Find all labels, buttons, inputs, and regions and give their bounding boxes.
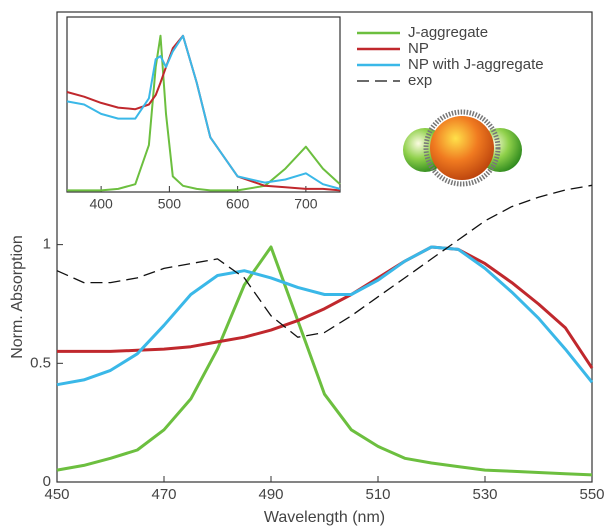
- x-tick-label: 530: [472, 486, 497, 503]
- x-tick-label: 490: [258, 486, 283, 503]
- legend-label: exp: [408, 72, 432, 89]
- series-line: [56, 184, 593, 338]
- plot-frame: [66, 16, 341, 193]
- series-line: [57, 245, 594, 369]
- plot-frame: [56, 11, 593, 483]
- legend-label: J-aggregate: [408, 24, 488, 41]
- series-line: [56, 245, 594, 387]
- legend-label: NP: [408, 40, 429, 57]
- y-axis-label: Norm. Absorption: [9, 235, 26, 359]
- y-tick-label: 1: [43, 236, 51, 253]
- x-tick-label: 470: [151, 486, 176, 503]
- y-tick-label: 0: [43, 473, 51, 490]
- x-tick-label: 400: [89, 196, 113, 212]
- series-line: [56, 245, 593, 477]
- nanoparticle-illustration: [403, 109, 522, 187]
- series-line: [66, 34, 341, 190]
- x-tick-label: 500: [158, 196, 182, 212]
- series-line: [67, 34, 341, 192]
- series-line: [66, 34, 341, 192]
- x-axis-label: Wavelength (nm): [264, 509, 385, 526]
- x-tick-label: 450: [44, 486, 69, 503]
- x-tick-label: 600: [226, 196, 250, 212]
- x-tick-label: 550: [579, 486, 604, 503]
- x-tick-label: 510: [365, 486, 390, 503]
- legend-label: NP with J-aggregate: [408, 56, 544, 73]
- x-tick-label: 700: [294, 196, 318, 212]
- y-tick-label: 0.5: [30, 354, 51, 371]
